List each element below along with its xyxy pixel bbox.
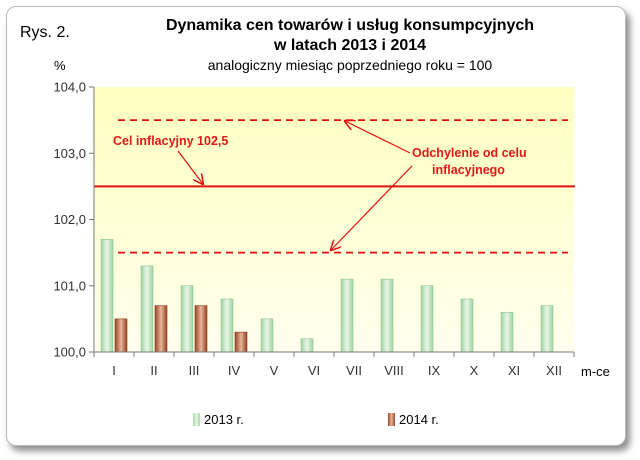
deviation-arrow-lower [331, 165, 413, 250]
x-tick-label: IX [428, 363, 441, 378]
x-tick-label: VII [346, 363, 362, 378]
plot-background [94, 87, 574, 352]
bar-2013-III [180, 285, 194, 353]
legend-item-2014: 2014 r. [388, 410, 439, 428]
bar-2013-V [260, 318, 274, 353]
legend-swatch-2013 [193, 412, 200, 426]
legend-swatch-2014 [388, 412, 395, 426]
legend-item-2013: 2013 r. [193, 410, 244, 428]
deviation-annotation-line-1: Odchylenie od celu [412, 146, 527, 160]
bar-2013-I [100, 239, 114, 353]
bar-2013-VII [340, 278, 354, 353]
legend-label-2014: 2014 r. [399, 411, 439, 427]
x-axis-unit: m-ce [581, 364, 610, 379]
x-tick-label: I [112, 363, 116, 378]
x-tick-label: IV [228, 363, 241, 378]
chart-title: Dynamika cen towarów i usług konsumpcyjn… [90, 16, 610, 74]
bar-2013-II [140, 265, 154, 353]
deviation-arrow-upper [345, 121, 411, 154]
figure-label: Rys. 2. [20, 24, 70, 41]
bar-2013-X [460, 298, 474, 353]
bar-2013-VI [300, 338, 314, 353]
x-tick-label: XI [508, 363, 520, 378]
target-arrow [177, 150, 203, 184]
x-tick-label: VIII [384, 363, 404, 378]
x-tick-label: VI [308, 363, 320, 378]
bar-2013-VIII [380, 278, 394, 353]
y-axis-unit: % [54, 58, 66, 73]
x-tick-label: XII [546, 363, 562, 378]
bar-2014-IV [234, 331, 248, 353]
y-tick-label: 103,0 [53, 146, 86, 161]
deviation-annotation-line-2: inflacyjnego [432, 163, 505, 177]
bar-2013-XII [540, 305, 554, 353]
x-tick-label: X [470, 363, 479, 378]
bar-2013-XI [500, 311, 514, 353]
bar-2014-III [194, 305, 208, 353]
y-tick-label: 102,0 [53, 212, 86, 227]
bar-2013-IX [420, 285, 434, 353]
y-tick-label: 104,0 [53, 80, 86, 95]
y-tick-label: 100,0 [53, 345, 86, 360]
bar-2013-IV [220, 298, 234, 353]
x-tick-label: III [189, 363, 200, 378]
legend-label-2013: 2013 r. [204, 411, 244, 427]
y-tick-label: 101,0 [53, 278, 86, 293]
x-tick-label: II [150, 363, 157, 378]
title-line-1: Dynamika cen towarów i usług konsumpcyjn… [165, 17, 535, 34]
bar-2014-I [114, 318, 128, 353]
x-tick-label: V [270, 363, 279, 378]
chart-subtitle: analogiczny miesiąc poprzedniego roku = … [207, 57, 493, 73]
target-annotation: Cel inflacyjny 102,5 [113, 134, 228, 148]
title-line-2: w latach 2013 i 2014 [273, 37, 427, 54]
bar-2014-II [154, 305, 168, 353]
